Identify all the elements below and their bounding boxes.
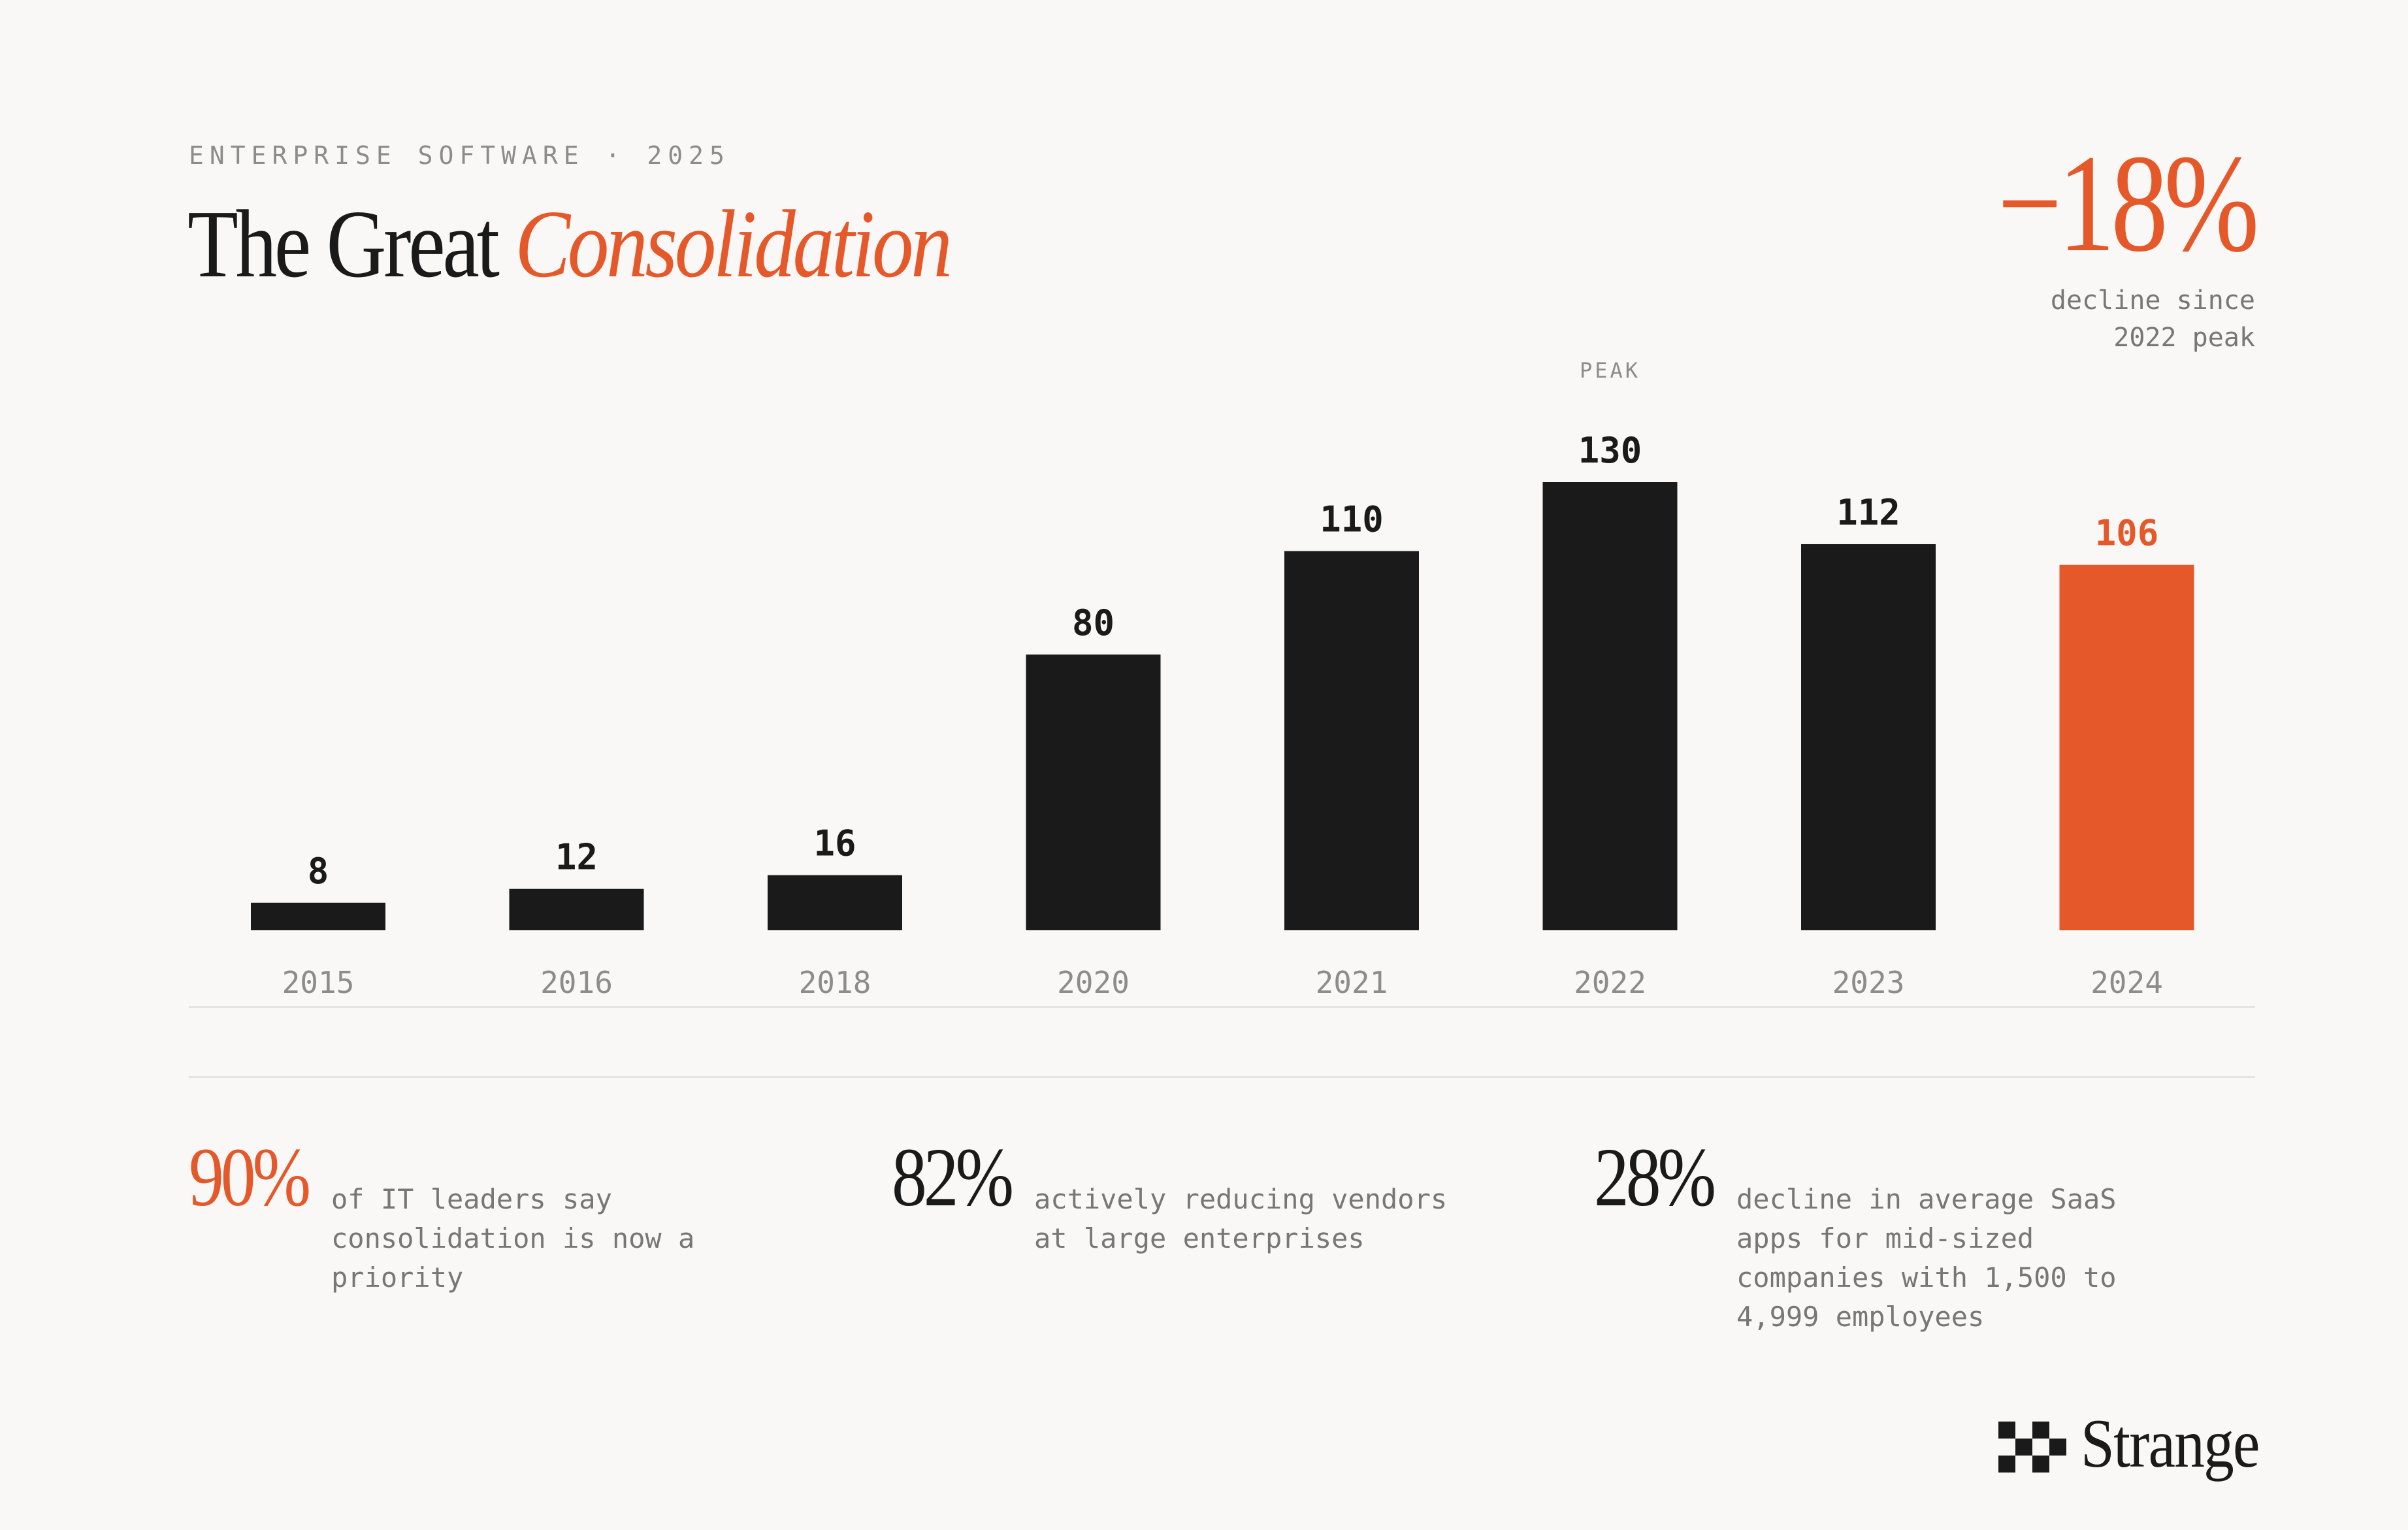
stat-value: 82% [892, 1131, 1014, 1224]
bar-2018 [768, 875, 902, 930]
bar-chart: 8 2015 12 2016 16 2018 80 2020 110 2021 130 2022 PEA… [189, 358, 2255, 1008]
headline-caption-line1: decline since [2050, 285, 2255, 316]
page-title: The Great Consolidation [187, 196, 952, 293]
bar-2020 [1026, 654, 1161, 930]
title-accent: Consolidation [515, 191, 952, 298]
headline-stat-caption: decline since 2022 peak [1863, 282, 2255, 357]
data-label-2023: 112 [1836, 492, 1900, 533]
x-tick-label-2020: 2020 [1057, 965, 1130, 1000]
title-plain: The Great [187, 191, 500, 298]
stat-desc-line: of IT leaders say [331, 1183, 612, 1215]
stat-desc-line: at large enterprises [1034, 1222, 1365, 1254]
stat-desc-line: priority [331, 1261, 464, 1294]
data-label-2022: 130 [1578, 430, 1642, 471]
stat-desc-line: apps for mid-sized [1736, 1222, 2034, 1254]
data-label-2015: 8 [308, 851, 329, 892]
data-label-2020: 80 [1072, 602, 1115, 643]
brand-name: Strange [2081, 1405, 2260, 1482]
data-label-2016: 12 [555, 837, 598, 878]
stat-desc-line: actively reducing vendors [1034, 1183, 1448, 1215]
x-tick-label-2015: 2015 [282, 965, 355, 1000]
x-tick-label-2021: 2021 [1316, 965, 1388, 1000]
eyebrow-label: ENTERPRISE SOFTWARE · 2025 [189, 141, 730, 170]
stat-value: 90% [189, 1131, 311, 1224]
section-divider [189, 1076, 2255, 1078]
peak-annotation: PEAK [1580, 358, 1640, 383]
bar-2021 [1284, 551, 1419, 930]
bar-2024 [2059, 564, 2194, 930]
stat-value: 28% [1594, 1131, 1716, 1224]
data-label-2021: 110 [1320, 499, 1384, 540]
headline-stat-value: −18% [1997, 126, 2260, 281]
stat-description: actively reducing vendors at large enter… [1034, 1180, 1531, 1258]
data-label-2024: 106 [2095, 513, 2159, 554]
stat-desc-line: decline in average SaaS [1736, 1183, 2117, 1215]
stat-description: of IT leaders say consolidation is now a… [331, 1180, 802, 1297]
bar-2016 [509, 888, 644, 930]
x-tick-label-2024: 2024 [2091, 965, 2163, 1000]
stat-desc-line: consolidation is now a [331, 1222, 695, 1254]
data-label-2018: 16 [813, 823, 856, 864]
bar-2023 [1801, 544, 1936, 930]
bar-2022 [1542, 482, 1678, 930]
x-tick-label-2018: 2018 [799, 965, 871, 1000]
checker-logo-icon [1998, 1422, 2066, 1473]
x-tick-label-2016: 2016 [540, 965, 613, 1000]
x-tick-label-2022: 2022 [1574, 965, 1646, 1000]
x-axis-line [189, 1006, 2255, 1008]
stat-desc-line: companies with 1,500 to [1736, 1261, 2117, 1294]
stat-description: decline in average SaaS apps for mid-siz… [1736, 1180, 2233, 1337]
x-tick-label-2023: 2023 [1832, 965, 1905, 1000]
stat-desc-line: 4,999 employees [1736, 1301, 1985, 1333]
headline-caption-line2: 2022 peak [2113, 323, 2255, 353]
bar-2015 [251, 902, 385, 930]
